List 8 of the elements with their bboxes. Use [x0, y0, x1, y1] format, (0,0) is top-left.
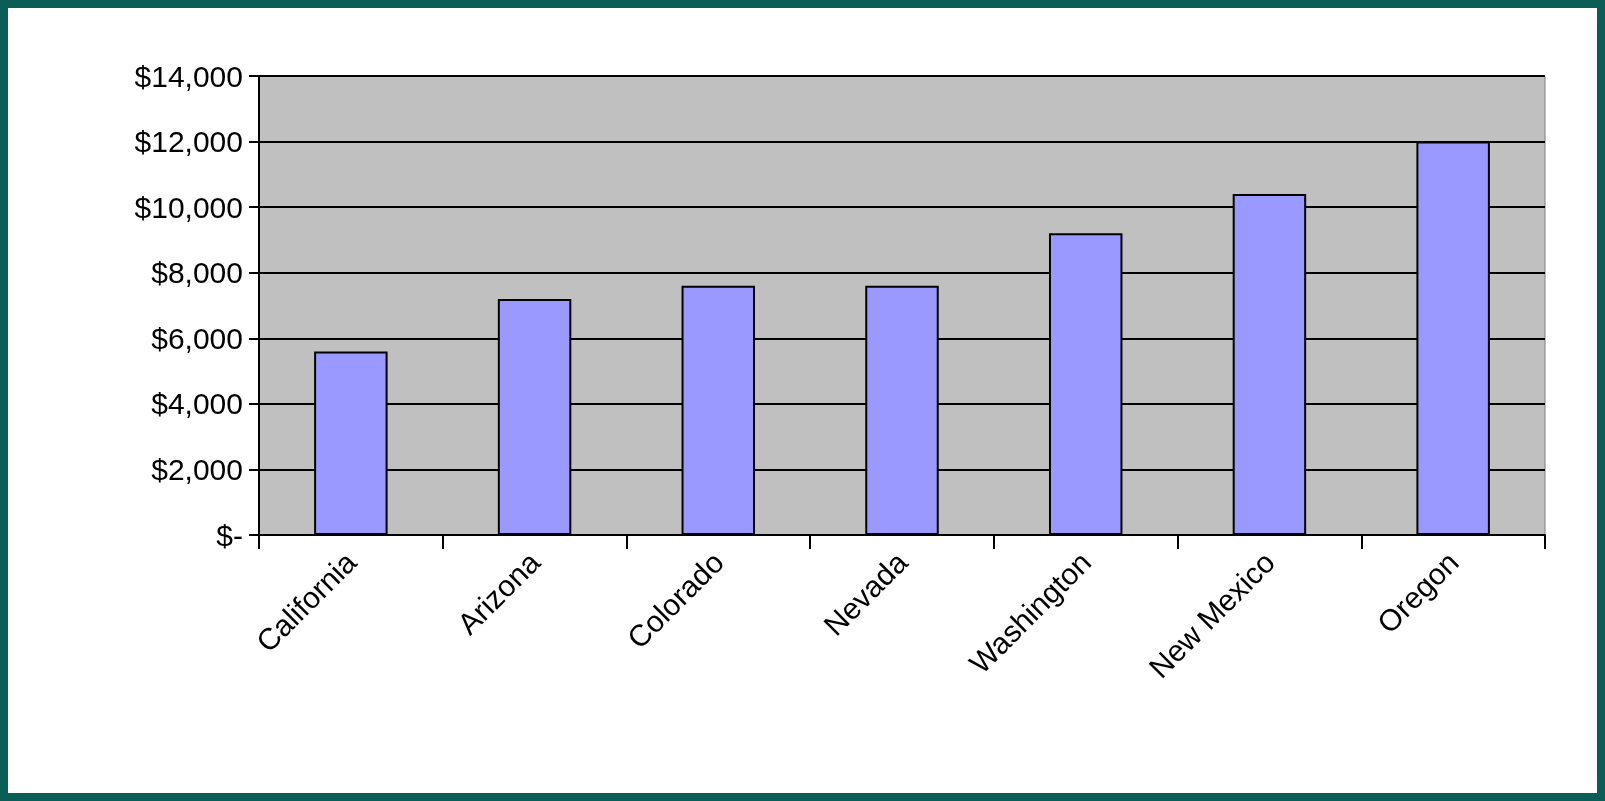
y-tick-label: $6,000 [151, 321, 243, 355]
y-tick-label: $14,000 [134, 59, 243, 93]
y-tick-label: $- [216, 518, 243, 552]
y-tick-label: $12,000 [134, 125, 243, 159]
y-tick-label: $4,000 [151, 387, 243, 421]
y-tick-label: $2,000 [151, 452, 243, 486]
y-tick-label: $10,000 [134, 190, 243, 224]
y-tick-label: $8,000 [151, 256, 243, 290]
